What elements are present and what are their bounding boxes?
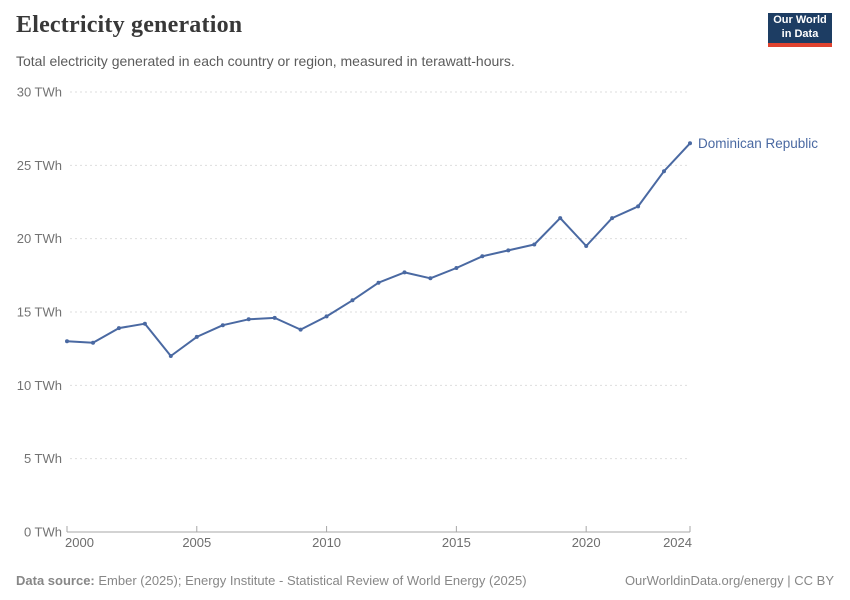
data-point[interactable] (194, 334, 199, 339)
owid-link[interactable]: OurWorldinData.org/energy | CC BY (624, 573, 834, 588)
data-point[interactable] (220, 323, 225, 328)
data-point[interactable] (584, 244, 589, 248)
entity-label[interactable]: Dominican Republic (698, 136, 818, 151)
data-point[interactable] (428, 276, 433, 281)
data-point[interactable] (116, 326, 121, 331)
data-point[interactable] (91, 340, 95, 345)
x-tick-label: 2015 (442, 535, 471, 550)
data-point[interactable] (558, 216, 563, 221)
x-tick-label: 2010 (312, 535, 341, 550)
series-line[interactable] (66, 142, 691, 357)
data-point[interactable] (376, 280, 381, 285)
data-source: Data source: Ember (2025); Energy Instit… (16, 573, 527, 588)
x-tick-label: 2024 (663, 535, 692, 550)
page-subtitle: Total electricity generated in each coun… (16, 53, 515, 69)
data-point[interactable] (662, 169, 666, 174)
data-point[interactable] (246, 317, 251, 322)
chart-footer: Data source: Ember (2025); Energy Instit… (16, 573, 834, 588)
data-point[interactable] (142, 321, 147, 326)
data-source-text: Ember (2025); Energy Institute - Statist… (94, 573, 527, 588)
y-tick-label: 25 TWh (17, 158, 62, 173)
data-point[interactable] (480, 254, 485, 259)
data-source-label: Data source: (16, 573, 95, 588)
owid-logo[interactable]: Our World in Data (768, 13, 832, 47)
y-tick-label: 10 TWh (17, 378, 62, 393)
data-point[interactable] (298, 327, 303, 332)
data-point[interactable] (168, 354, 173, 358)
x-tick-label: 2020 (572, 535, 601, 550)
y-tick-label: 15 TWh (17, 305, 62, 320)
y-tick-label: 30 TWh (17, 85, 62, 100)
y-tick-label: 5 TWh (24, 451, 62, 466)
data-point[interactable] (324, 314, 329, 319)
x-tick-label: 2000 (65, 535, 94, 550)
owid-logo-line2: in Data (781, 28, 819, 40)
y-tick-label: 20 TWh (17, 231, 62, 246)
data-point[interactable] (610, 216, 615, 221)
data-point[interactable] (350, 298, 355, 303)
data-point[interactable] (65, 339, 69, 344)
data-point[interactable] (688, 141, 692, 146)
data-point[interactable] (454, 266, 459, 270)
y-tick-label: 0 TWh (24, 525, 62, 540)
page-title: Electricity generation (16, 12, 243, 38)
data-point[interactable] (506, 248, 511, 253)
data-point[interactable] (532, 242, 537, 247)
data-point[interactable] (402, 270, 407, 275)
data-point[interactable] (636, 204, 641, 209)
data-point[interactable] (272, 315, 277, 320)
x-tick-label: 2005 (182, 535, 211, 550)
owid-logo-line1: Our World (773, 14, 827, 27)
